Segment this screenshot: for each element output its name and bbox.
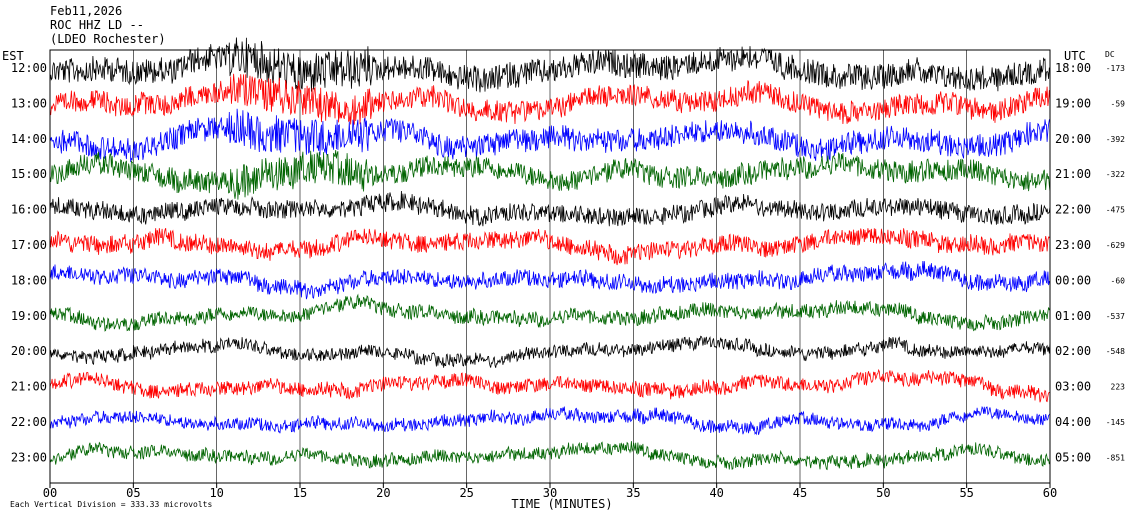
trace-row-19:00 <box>49 293 1051 332</box>
dc-axis-label: DC <box>1105 50 1115 59</box>
dc-value-14:00: -392 <box>1106 135 1125 144</box>
est-label-19:00: 19:00 <box>11 309 47 323</box>
trace-row-21:00 <box>49 368 1051 403</box>
dc-value-22:00: -145 <box>1106 418 1125 427</box>
trace-row-20:00 <box>49 335 1051 368</box>
x-tick-label-40: 40 <box>709 486 723 500</box>
x-tick-label-10: 10 <box>209 486 223 500</box>
est-label-20:00: 20:00 <box>11 344 47 358</box>
est-label-13:00: 13:00 <box>11 96 47 110</box>
utc-label-02:00: 02:00 <box>1055 344 1091 358</box>
trace-group <box>49 37 1051 471</box>
dc-value-16:00: -475 <box>1106 206 1125 215</box>
est-label-17:00: 17:00 <box>11 238 47 252</box>
utc-label-03:00: 03:00 <box>1055 380 1091 394</box>
est-label-18:00: 18:00 <box>11 273 47 287</box>
x-axis-title: TIME (MINUTES) <box>511 497 612 511</box>
station-location: (LDEO Rochester) <box>50 32 166 46</box>
utc-label-20:00: 20:00 <box>1055 132 1091 146</box>
x-tick-label-55: 55 <box>959 486 973 500</box>
trace-row-18:00 <box>49 260 1051 300</box>
x-tick-label-05: 05 <box>126 486 140 500</box>
trace-row-13:00 <box>49 73 1051 125</box>
dc-value-15:00: -322 <box>1106 170 1125 179</box>
utc-label-04:00: 04:00 <box>1055 415 1091 429</box>
est-label-22:00: 22:00 <box>11 415 47 429</box>
x-tick-label-60: 60 <box>1043 486 1057 500</box>
utc-label-21:00: 21:00 <box>1055 167 1091 181</box>
trace-row-22:00 <box>49 405 1051 436</box>
dc-value-17:00: -629 <box>1106 241 1125 250</box>
x-tick-label-45: 45 <box>793 486 807 500</box>
grid-lines <box>49 50 1051 483</box>
utc-label-01:00: 01:00 <box>1055 309 1091 323</box>
utc-label-00:00: 00:00 <box>1055 273 1091 287</box>
dc-value-23:00: -851 <box>1106 453 1125 462</box>
est-label-16:00: 16:00 <box>11 203 47 217</box>
trace-row-12:00 <box>49 37 1051 93</box>
est-label-21:00: 21:00 <box>11 380 47 394</box>
utc-label-19:00: 19:00 <box>1055 96 1091 110</box>
est-label-23:00: 23:00 <box>11 450 47 464</box>
trace-row-15:00 <box>49 150 1051 200</box>
x-tick-label-15: 15 <box>293 486 307 500</box>
dc-value-19:00: -537 <box>1106 312 1125 321</box>
est-label-15:00: 15:00 <box>11 167 47 181</box>
chart-date-title: Feb11,2026 <box>50 4 123 18</box>
trace-row-14:00 <box>49 108 1051 163</box>
x-tick-label-20: 20 <box>376 486 390 500</box>
x-tick-label-00: 00 <box>43 486 57 500</box>
x-tick-label-50: 50 <box>876 486 890 500</box>
utc-label-05:00: 05:00 <box>1055 450 1091 464</box>
dc-value-12:00: -173 <box>1106 64 1125 73</box>
x-tick-label-35: 35 <box>626 486 640 500</box>
utc-axis-label: UTC <box>1064 49 1086 63</box>
trace-row-16:00 <box>49 190 1051 227</box>
dc-value-21:00: 223 <box>1111 383 1126 392</box>
utc-label-18:00: 18:00 <box>1055 61 1091 75</box>
station-code: ROC HHZ LD -- <box>50 18 144 32</box>
x-tick-label-30: 30 <box>543 486 557 500</box>
est-label-12:00: 12:00 <box>11 61 47 75</box>
dc-value-18:00: -60 <box>1111 276 1126 285</box>
axes-group: 12:00 18:00 -173 13:00 19:00 -59 14:00 20:00 -39… <box>2 49 1125 511</box>
trace-row-23:00 <box>49 441 1051 471</box>
est-axis-label: EST <box>2 49 24 63</box>
x-tick-label-25: 25 <box>459 486 473 500</box>
utc-label-22:00: 22:00 <box>1055 203 1091 217</box>
dc-value-20:00: -548 <box>1106 347 1125 356</box>
est-label-14:00: 14:00 <box>11 132 47 146</box>
dc-value-13:00: -59 <box>1111 99 1126 108</box>
vertical-division-note: Each Vertical Division = 333.33 microvol… <box>10 500 213 509</box>
trace-row-17:00 <box>49 227 1051 266</box>
utc-label-23:00: 23:00 <box>1055 238 1091 252</box>
